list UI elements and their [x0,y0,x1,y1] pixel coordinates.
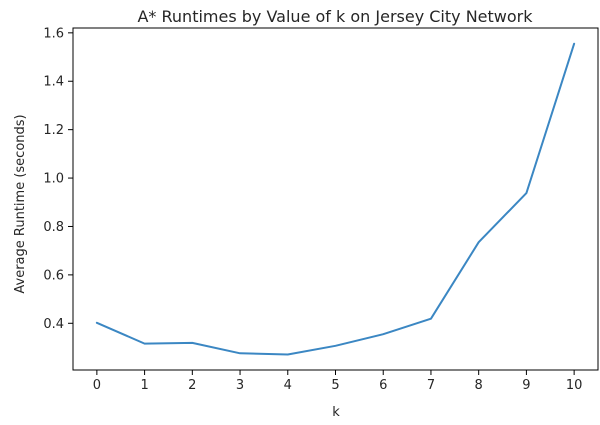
series-layer [97,44,574,355]
x-tick-label: 9 [522,378,530,393]
y-tick-label: 1.0 [43,172,64,187]
axes: 0 1 2 3 4 5 6 7 8 9 10 0.4 0.6 0.8 1.0 1.2 1.4 1.6 [43,26,598,393]
series-line [97,44,574,355]
x-tick-label: 10 [566,378,583,393]
y-axis-label: Average Runtime (seconds) [13,114,28,293]
x-tick-label: 8 [475,378,483,393]
x-tick-label: 6 [379,378,387,393]
y-tick-label: 0.4 [43,317,64,332]
plot-frame [73,28,598,370]
y-tick-label: 0.6 [43,268,64,283]
x-tick-label: 3 [236,378,244,393]
y-tick-label: 0.8 [43,220,64,235]
x-axis-label: k [332,405,340,420]
chart-title: A* Runtimes by Value of k on Jersey City… [137,7,533,26]
x-tick-label: 1 [140,378,148,393]
x-tick-label: 2 [188,378,196,393]
y-tick-label: 1.2 [43,123,64,138]
x-tick-label: 4 [284,378,292,393]
x-tick-label: 5 [331,378,339,393]
x-tick-label: 7 [427,378,435,393]
x-tick-label: 0 [93,378,101,393]
y-tick-label: 1.4 [43,75,64,90]
y-tick-label: 1.6 [43,26,64,41]
